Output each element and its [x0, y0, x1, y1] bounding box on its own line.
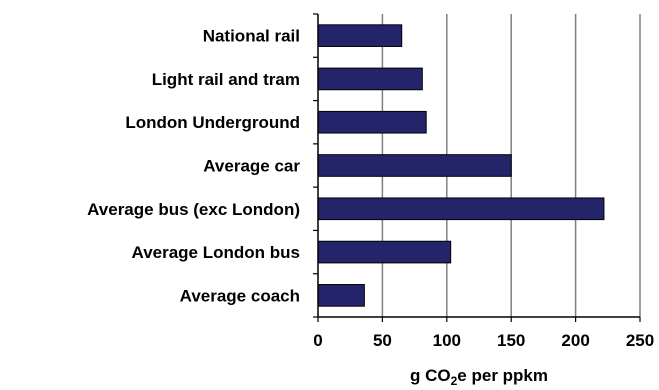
axes — [313, 13, 641, 322]
x-tick-labels: 0 50 100 150 200 250 — [313, 331, 654, 350]
x-axis-title-part-1: g CO — [410, 366, 451, 385]
x-tick-label-50: 50 — [373, 331, 392, 350]
category-label-average-london-bus: Average London bus — [132, 243, 300, 262]
category-label-light-rail-and-tram: Light rail and tram — [152, 70, 300, 89]
x-axis-title-subscript: 2 — [451, 374, 458, 388]
category-label-london-underground: London Underground — [125, 113, 300, 132]
bar-national-rail — [317, 24, 403, 47]
bars — [317, 24, 605, 307]
category-label-average-car: Average car — [203, 157, 300, 176]
bar-average-car — [317, 154, 512, 177]
x-axis-title: g CO2e per ppkm — [410, 366, 548, 388]
x-tick-label-150: 150 — [497, 331, 525, 350]
bar-average-coach — [317, 284, 365, 307]
bar-average-bus-exc-london — [317, 197, 605, 221]
category-label-average-coach: Average coach — [180, 286, 300, 305]
bar-average-london-bus — [317, 240, 452, 264]
category-label-national-rail: National rail — [203, 27, 300, 46]
x-tick-label-250: 250 — [626, 331, 654, 350]
bar-light-rail-and-tram — [317, 67, 423, 91]
x-tick-label-200: 200 — [561, 331, 589, 350]
category-labels: National rail Light rail and tram London U… — [87, 27, 300, 306]
category-label-average-bus-exc-london: Average bus (exc London) — [87, 200, 300, 219]
bar-london-underground — [317, 110, 427, 134]
x-axis-title-part-2: e per ppkm — [457, 366, 548, 385]
x-tick-label-100: 100 — [433, 331, 461, 350]
x-tick-label-0: 0 — [313, 331, 322, 350]
